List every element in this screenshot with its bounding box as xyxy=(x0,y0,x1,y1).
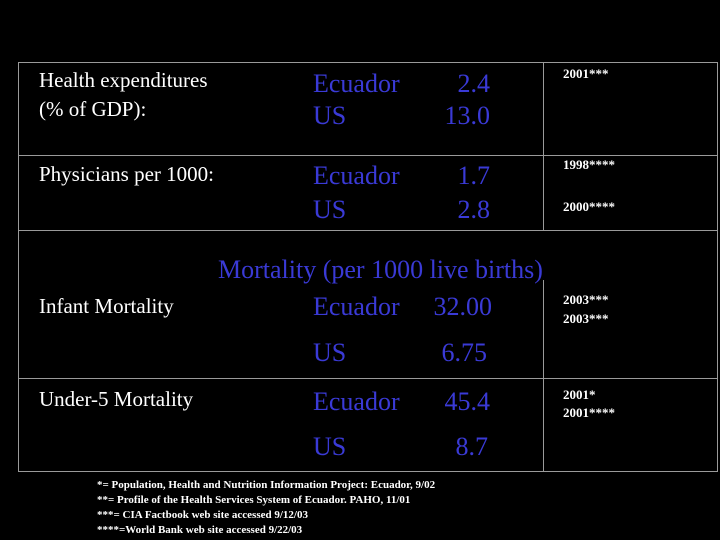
column-divider xyxy=(543,62,544,230)
health-expenditures-country-ecuador: Ecuador xyxy=(313,69,400,98)
under5-mortality-source-note: 2001**** xyxy=(563,405,615,420)
physicians-country-ecuador: Ecuador xyxy=(313,161,400,190)
row-divider xyxy=(18,230,718,231)
health-expenditures-value-ecuador: 2.4 xyxy=(457,69,491,98)
under5-mortality-value-ecuador: 45.4 xyxy=(444,387,491,416)
under5-mortality-label: Under-5 Mortality xyxy=(39,387,194,411)
infant-mortality-source-note: 2003*** xyxy=(563,292,609,307)
mortality-heading: Mortality (per 1000 live births) xyxy=(218,255,543,284)
footnote: *= Population, Health and Nutrition Info… xyxy=(97,479,436,491)
statistics-table xyxy=(18,62,718,472)
physicians-value-us: 2.8 xyxy=(457,195,491,224)
infant-mortality-source-note: 2003*** xyxy=(563,311,609,326)
footnote: ****=World Bank web site accessed 9/22/0… xyxy=(97,524,303,536)
physicians-source-note: 1998**** xyxy=(563,157,615,172)
infant-mortality-country-us: US xyxy=(313,338,347,367)
infant-mortality-label: Infant Mortality xyxy=(39,294,174,318)
health-expenditures-country-us: US xyxy=(313,101,347,130)
footnote: ***= CIA Factbook web site accessed 9/12… xyxy=(97,509,308,521)
under5-mortality-source-note: 2001* xyxy=(563,387,596,402)
physicians-value-ecuador: 1.7 xyxy=(457,161,491,190)
infant-mortality-value-ecuador: 32.00 xyxy=(433,292,493,321)
health-expenditures-label: Health expenditures (% of GDP): xyxy=(39,68,208,121)
row-divider xyxy=(18,155,718,156)
health-expenditures-source-note: 2001*** xyxy=(563,66,609,81)
column-divider xyxy=(543,280,544,472)
infant-mortality-country-ecuador: Ecuador xyxy=(313,292,400,321)
health-expenditures-value-us: 13.0 xyxy=(444,101,491,130)
footnote: **= Profile of the Health Services Syste… xyxy=(97,494,411,506)
row-divider xyxy=(18,378,718,379)
under5-mortality-country-us: US xyxy=(313,432,347,461)
physicians-label: Physicians per 1000: xyxy=(39,162,214,186)
infant-mortality-value-us: 6.75 xyxy=(441,338,488,367)
physicians-source-note: 2000**** xyxy=(563,199,615,214)
under5-mortality-value-us: 8.7 xyxy=(455,432,489,461)
footnotes: *= Population, Health and Nutrition Info… xyxy=(97,478,435,538)
under5-mortality-country-ecuador: Ecuador xyxy=(313,387,400,416)
physicians-country-us: US xyxy=(313,195,347,224)
